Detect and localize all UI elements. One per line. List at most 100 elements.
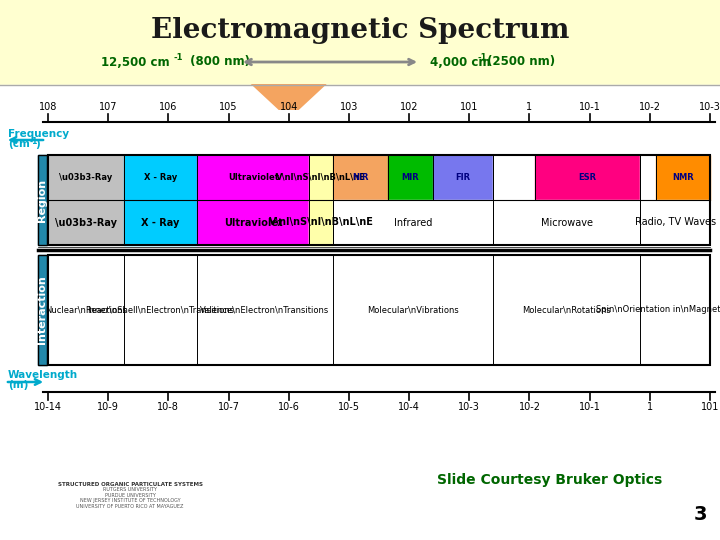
- Bar: [48, 155, 124, 200]
- Text: 105: 105: [220, 102, 238, 112]
- Text: 10-8: 10-8: [158, 402, 179, 412]
- Bar: [48, 200, 124, 245]
- Bar: [310, 200, 333, 245]
- Bar: [310, 200, 333, 245]
- Bar: [333, 155, 387, 200]
- Bar: [433, 155, 493, 200]
- Bar: [48, 155, 124, 200]
- Text: Electromagnetic Spectrum: Electromagnetic Spectrum: [150, 17, 570, 44]
- Bar: [197, 200, 310, 245]
- Bar: [124, 200, 197, 245]
- Bar: [310, 200, 333, 245]
- Polygon shape: [251, 84, 327, 110]
- Bar: [493, 200, 641, 245]
- Text: Interaction: Interaction: [37, 275, 48, 345]
- Bar: [333, 200, 493, 245]
- Bar: [197, 155, 310, 200]
- Text: 107: 107: [99, 102, 117, 112]
- Bar: [0, 85, 720, 540]
- Bar: [48, 155, 710, 245]
- Text: 101: 101: [701, 402, 719, 412]
- Text: Ultraviolet: Ultraviolet: [228, 173, 279, 182]
- Text: -1: -1: [174, 53, 184, 63]
- Text: -1: -1: [30, 137, 38, 145]
- Text: NMR: NMR: [672, 173, 694, 182]
- Bar: [38, 255, 47, 365]
- Text: Inner\nShell\nElectron\nTransitions: Inner\nShell\nElectron\nTransitions: [87, 306, 234, 314]
- Text: 10-7: 10-7: [217, 402, 240, 412]
- Text: -1: -1: [478, 53, 487, 63]
- Text: 10-4: 10-4: [398, 402, 420, 412]
- Bar: [641, 200, 710, 245]
- Text: 103: 103: [340, 102, 358, 112]
- Text: 102: 102: [400, 102, 418, 112]
- Text: 10-14: 10-14: [34, 402, 62, 412]
- Bar: [48, 200, 124, 245]
- Text: 10-9: 10-9: [97, 402, 119, 412]
- Bar: [387, 155, 433, 200]
- Text: STRUCTURED ORGANIC PARTICULATE SYSTEMS: STRUCTURED ORGANIC PARTICULATE SYSTEMS: [58, 483, 202, 488]
- Text: Frequency: Frequency: [8, 129, 69, 139]
- Text: X - Ray: X - Ray: [144, 173, 177, 182]
- Bar: [493, 200, 641, 245]
- Text: Wavelength: Wavelength: [8, 370, 78, 380]
- Text: RUTGERS UNIVERSITY
PURDUE UNIVERSITY
NEW JERSEY INSTITUTE OF TECHNOLOGY
UNIVERSI: RUTGERS UNIVERSITY PURDUE UNIVERSITY NEW…: [76, 487, 184, 509]
- Text: MIR: MIR: [402, 173, 419, 182]
- Text: 10-6: 10-6: [278, 402, 300, 412]
- Bar: [124, 200, 197, 245]
- Bar: [534, 155, 641, 200]
- Bar: [333, 155, 387, 200]
- Bar: [641, 155, 656, 200]
- Text: ESR: ESR: [578, 173, 597, 182]
- Text: Infrared: Infrared: [394, 218, 432, 227]
- Text: Microwave: Microwave: [541, 218, 593, 227]
- Bar: [48, 255, 710, 365]
- Bar: [493, 155, 534, 200]
- Text: 108: 108: [39, 102, 57, 112]
- Bar: [310, 155, 333, 200]
- Text: X - Ray: X - Ray: [141, 218, 180, 227]
- Bar: [197, 200, 310, 245]
- Text: 1: 1: [526, 102, 533, 112]
- Bar: [387, 155, 433, 200]
- Bar: [641, 200, 710, 245]
- Text: 1: 1: [647, 402, 653, 412]
- Text: FIR: FIR: [456, 173, 471, 182]
- Text: 10-3: 10-3: [459, 402, 480, 412]
- Text: 10-1: 10-1: [579, 102, 600, 112]
- Text: Radio, TV Waves: Radio, TV Waves: [635, 218, 716, 227]
- Text: 10-2: 10-2: [518, 402, 541, 412]
- Text: \u03b3-Ray: \u03b3-Ray: [55, 218, 117, 227]
- Bar: [433, 155, 493, 200]
- Bar: [534, 155, 641, 200]
- Text: Ultraviolet: Ultraviolet: [224, 218, 282, 227]
- Text: 10-1: 10-1: [579, 402, 600, 412]
- Bar: [197, 155, 310, 200]
- Text: 10-5: 10-5: [338, 402, 360, 412]
- Bar: [38, 155, 47, 245]
- Bar: [48, 255, 710, 365]
- Text: Region: Region: [37, 178, 48, 221]
- Text: NIR: NIR: [352, 173, 369, 182]
- Text: Molecular\nRotations: Molecular\nRotations: [522, 306, 611, 314]
- Bar: [0, 0, 720, 85]
- Text: 12,500 cm: 12,500 cm: [102, 56, 170, 69]
- Bar: [493, 155, 534, 200]
- Bar: [656, 155, 710, 200]
- Bar: [310, 200, 333, 245]
- Text: (cm: (cm: [8, 139, 30, 149]
- Text: 101: 101: [460, 102, 479, 112]
- Bar: [641, 155, 656, 200]
- Text: ): ): [35, 139, 40, 149]
- Text: 10-2: 10-2: [639, 102, 661, 112]
- Text: 10-3: 10-3: [699, 102, 720, 112]
- Text: 4,000 cm: 4,000 cm: [430, 56, 490, 69]
- Text: (m): (m): [8, 380, 28, 390]
- Text: 104: 104: [279, 102, 298, 112]
- Text: 106: 106: [159, 102, 178, 112]
- Text: Molecular\nVibrations: Molecular\nVibrations: [367, 306, 459, 314]
- Text: V\nI\nS\nI\nB\nL\nE: V\nI\nS\nI\nB\nL\nE: [269, 218, 374, 227]
- Text: (2500 nm): (2500 nm): [483, 56, 555, 69]
- Bar: [38, 155, 47, 245]
- Text: Slide Courtesy Bruker Optics: Slide Courtesy Bruker Optics: [437, 473, 662, 487]
